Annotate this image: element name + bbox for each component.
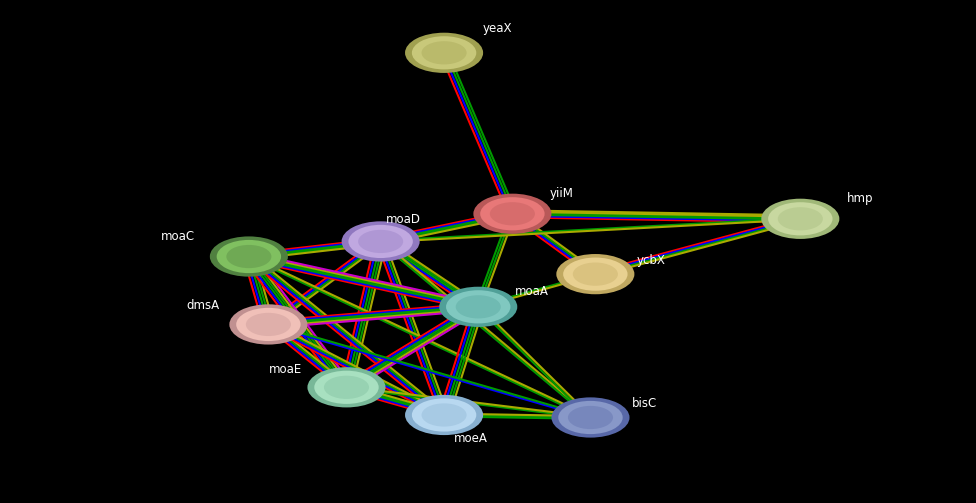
Circle shape bbox=[246, 313, 291, 336]
Circle shape bbox=[412, 36, 476, 69]
Circle shape bbox=[405, 395, 483, 435]
Circle shape bbox=[558, 401, 623, 434]
Text: yeaX: yeaX bbox=[483, 22, 512, 35]
Text: moeA: moeA bbox=[454, 432, 488, 445]
Circle shape bbox=[405, 33, 483, 73]
Circle shape bbox=[551, 397, 630, 438]
Circle shape bbox=[446, 290, 510, 323]
Circle shape bbox=[358, 230, 403, 253]
Circle shape bbox=[568, 406, 613, 429]
Circle shape bbox=[348, 225, 413, 258]
Circle shape bbox=[229, 304, 307, 345]
Circle shape bbox=[226, 245, 271, 268]
Circle shape bbox=[778, 207, 823, 230]
Circle shape bbox=[422, 41, 467, 64]
Text: moaA: moaA bbox=[515, 285, 549, 298]
Text: bisC: bisC bbox=[631, 397, 657, 410]
Text: hmp: hmp bbox=[847, 192, 874, 205]
Circle shape bbox=[439, 287, 517, 327]
Circle shape bbox=[768, 202, 833, 235]
Text: yiiM: yiiM bbox=[549, 187, 573, 200]
Circle shape bbox=[314, 371, 379, 404]
Circle shape bbox=[473, 194, 551, 234]
Text: ycbX: ycbX bbox=[636, 254, 666, 267]
Circle shape bbox=[480, 197, 545, 230]
Circle shape bbox=[324, 376, 369, 399]
Circle shape bbox=[412, 398, 476, 432]
Circle shape bbox=[217, 240, 281, 273]
Circle shape bbox=[556, 254, 634, 294]
Circle shape bbox=[456, 295, 501, 318]
Circle shape bbox=[210, 236, 288, 277]
Text: moaE: moaE bbox=[269, 363, 303, 376]
Text: moaC: moaC bbox=[161, 230, 195, 243]
Circle shape bbox=[342, 221, 420, 262]
Text: moaD: moaD bbox=[386, 213, 421, 226]
Circle shape bbox=[236, 308, 301, 341]
Circle shape bbox=[490, 202, 535, 225]
Circle shape bbox=[761, 199, 839, 239]
Circle shape bbox=[563, 258, 628, 291]
Text: dmsA: dmsA bbox=[186, 299, 220, 312]
Circle shape bbox=[307, 367, 386, 407]
Circle shape bbox=[422, 403, 467, 427]
Circle shape bbox=[573, 263, 618, 286]
